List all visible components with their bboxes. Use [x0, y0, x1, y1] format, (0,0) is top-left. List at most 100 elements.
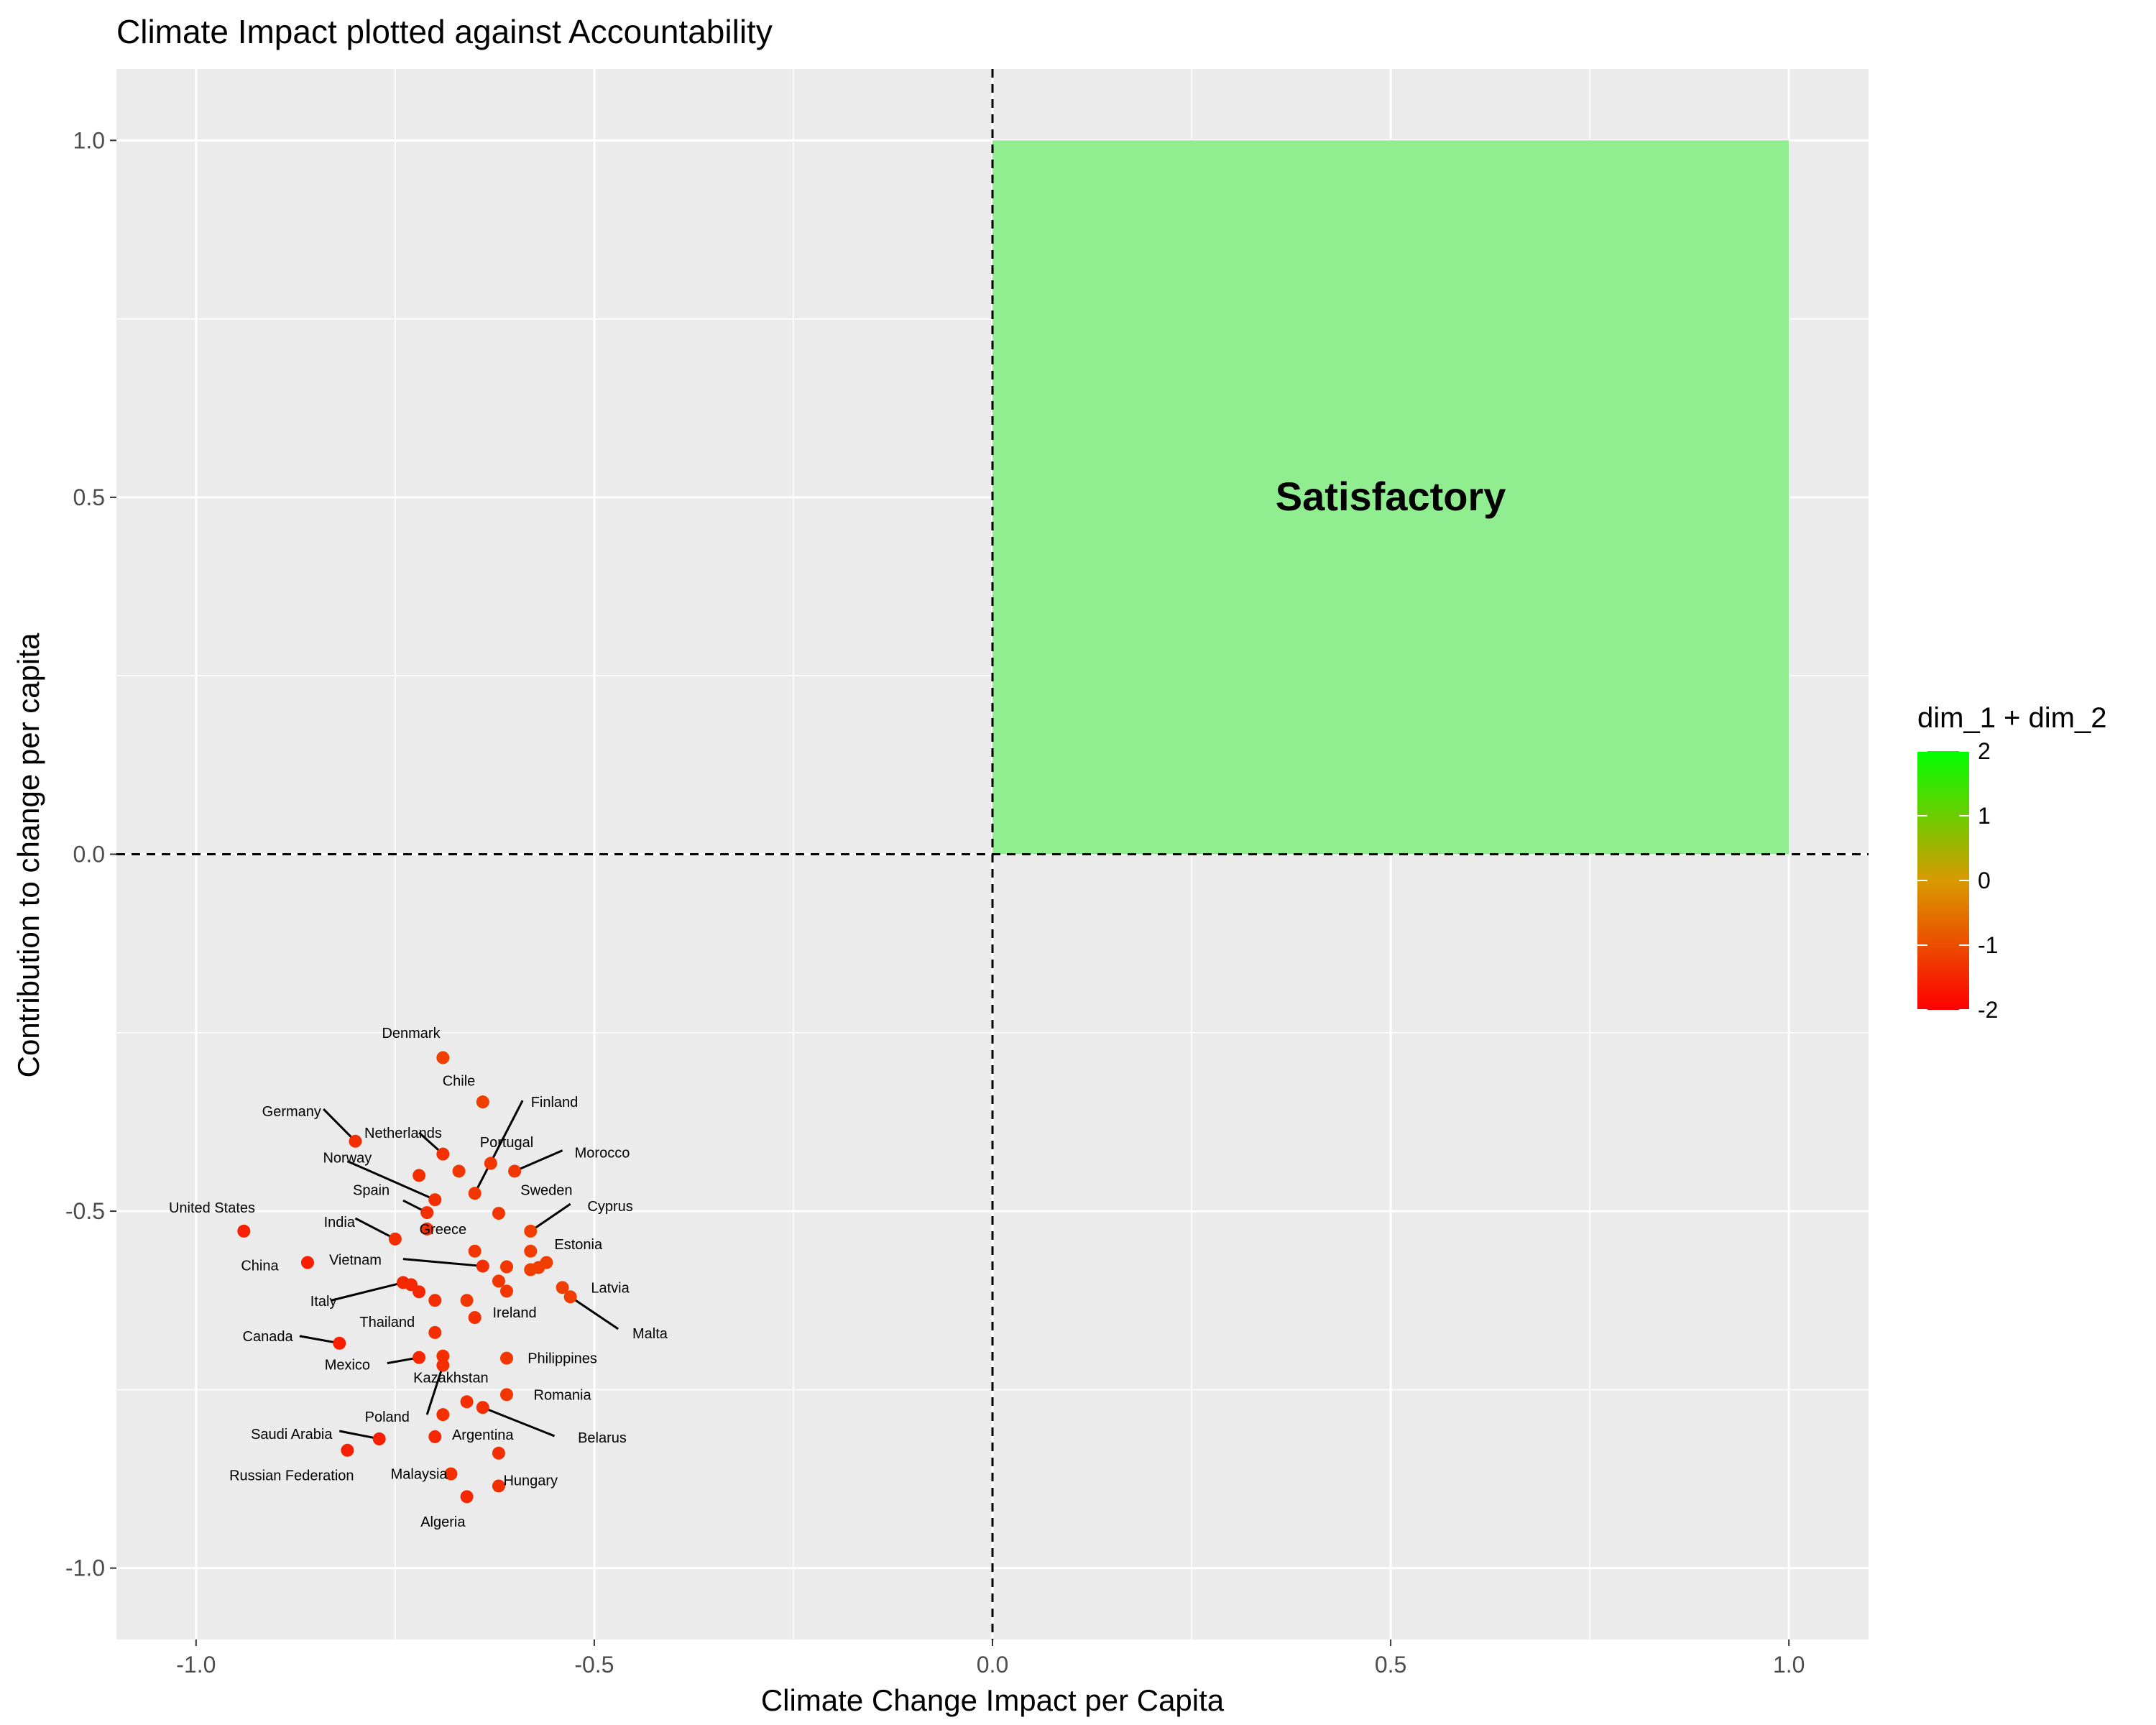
chart-title: Climate Impact plotted against Accountab… — [116, 13, 773, 50]
point-label-saudi-arabia: Saudi Arabia — [251, 1427, 333, 1443]
leader-line-vietnam — [402, 1258, 483, 1268]
y-axis-ticks: -1.0 -0.5 0.0 0.5 1.0 — [65, 127, 116, 1581]
data-point-germany — [349, 1134, 362, 1148]
point-label-spain: Spain — [353, 1182, 390, 1198]
x-axis-title: Climate Change Impact per Capita — [761, 1683, 1225, 1717]
data-point-malaysia — [444, 1467, 458, 1481]
y-tick-label: -0.5 — [65, 1198, 105, 1224]
data-point-poland — [436, 1408, 450, 1422]
data-point-spain — [420, 1206, 434, 1220]
x-tick-label: -1.0 — [176, 1652, 216, 1678]
leader-line-canada — [299, 1335, 340, 1345]
legend-tick-label: 1 — [1978, 803, 1991, 829]
point-label-greece: Greece — [420, 1222, 467, 1238]
data-point-unlabeled — [532, 1261, 545, 1274]
data-point-chile — [476, 1095, 489, 1109]
point-label-china: China — [241, 1259, 279, 1274]
data-point-china — [300, 1256, 314, 1269]
point-label-estonia: Estonia — [554, 1237, 603, 1253]
point-label-malta: Malta — [632, 1326, 668, 1342]
legend-tick-label: -2 — [1978, 997, 1998, 1023]
point-label-portugal: Portugal — [480, 1135, 534, 1151]
legend-ticks: 2 1 0 -1 -2 — [1917, 738, 1998, 1023]
point-label-morocco: Morocco — [575, 1146, 630, 1162]
leader-line-belarus — [482, 1406, 556, 1438]
legend-tick-label: 2 — [1978, 738, 1991, 764]
point-label-philippines: Philippines — [528, 1351, 597, 1367]
data-point-sweden — [492, 1207, 505, 1220]
data-point-netherlands — [436, 1147, 450, 1161]
data-point-thailand — [428, 1325, 442, 1339]
data-point-cyprus — [524, 1224, 538, 1238]
point-label-cyprus: Cyprus — [587, 1199, 632, 1215]
reference-lines — [116, 69, 1869, 1639]
data-point-unlabeled — [413, 1285, 426, 1299]
point-label-malaysia: Malaysia — [391, 1467, 448, 1483]
legend-tick-label: -1 — [1978, 932, 1998, 958]
data-point-unlabeled — [428, 1294, 442, 1307]
data-point-denmark — [436, 1051, 450, 1064]
point-label-denmark: Denmark — [382, 1026, 441, 1041]
data-point-belarus — [476, 1401, 489, 1414]
x-tick-label: 0.0 — [977, 1652, 1008, 1678]
leader-line-india — [354, 1217, 396, 1241]
y-tick-label: -1.0 — [65, 1555, 105, 1581]
data-point-morocco — [508, 1164, 522, 1178]
point-label-thailand: Thailand — [359, 1315, 415, 1330]
data-point-vietnam — [476, 1259, 489, 1273]
point-label-netherlands: Netherlands — [364, 1126, 442, 1141]
leader-line-finland — [474, 1100, 524, 1194]
data-point-mexico — [413, 1351, 426, 1364]
point-label-italy: Italy — [310, 1294, 337, 1310]
data-point-argentina — [492, 1446, 505, 1460]
point-label-norway: Norway — [323, 1151, 372, 1167]
point-label-canada: Canada — [243, 1329, 294, 1345]
legend-title: dim_1 + dim_2 — [1917, 702, 2106, 734]
data-point-greece — [420, 1222, 434, 1236]
point-label-romania: Romania — [534, 1387, 592, 1403]
data-point-romania — [500, 1388, 514, 1402]
data-point-unlabeled — [452, 1164, 466, 1178]
point-label-ireland: Ireland — [493, 1305, 537, 1321]
x-tick-label: 0.5 — [1375, 1652, 1406, 1678]
y-axis-title: Contribution to change per capita — [11, 632, 45, 1077]
data-point-unlabeled — [500, 1260, 514, 1274]
data-point-algeria — [460, 1490, 474, 1504]
data-point-philippines — [500, 1351, 514, 1365]
leader-line-germany — [323, 1108, 356, 1142]
leader-line-saudi-arabia — [339, 1430, 379, 1440]
data-point-unlabeled — [492, 1274, 505, 1288]
point-label-india: India — [324, 1215, 356, 1230]
data-point-unlabeled — [500, 1284, 514, 1298]
point-label-hungary: Hungary — [503, 1473, 558, 1489]
data-point-united-states — [237, 1224, 251, 1238]
data-point-canada — [333, 1336, 346, 1350]
y-tick-label: 1.0 — [73, 127, 105, 153]
leader-line-malta — [569, 1296, 619, 1330]
data-point-portugal — [484, 1156, 497, 1170]
data-point-unlabeled — [468, 1244, 482, 1258]
data-point-saudi-arabia — [372, 1432, 386, 1445]
data-points — [237, 1051, 577, 1504]
data-point-hungary — [492, 1479, 505, 1493]
leader-line-morocco — [514, 1149, 563, 1172]
leader-line-cyprus — [530, 1202, 571, 1233]
data-point-latvia — [556, 1281, 569, 1294]
x-tick-label: -0.5 — [574, 1652, 614, 1678]
point-label-argentina: Argentina — [452, 1427, 514, 1443]
legend-tick-label: 0 — [1978, 868, 1991, 893]
data-point-malta — [563, 1290, 577, 1304]
data-point-unlabeled — [460, 1395, 474, 1409]
leader-line-italy — [331, 1281, 404, 1302]
data-point-unlabeled — [460, 1294, 474, 1307]
point-label-vietnam: Vietnam — [329, 1253, 382, 1269]
point-label-united-states: United States — [169, 1200, 255, 1216]
leader-line-kazakhstan — [425, 1365, 444, 1415]
data-point-norway — [428, 1193, 442, 1207]
point-label-finland: Finland — [531, 1095, 579, 1110]
region-label: Satisfactory — [1276, 474, 1506, 519]
color-legend: dim_1 + dim_2 2 1 0 -1 -2 — [1917, 702, 2106, 1023]
point-label-poland: Poland — [365, 1409, 410, 1425]
point-label-kazakhstan: Kazakhstan — [413, 1371, 489, 1386]
data-point-kazakhstan — [436, 1358, 450, 1372]
